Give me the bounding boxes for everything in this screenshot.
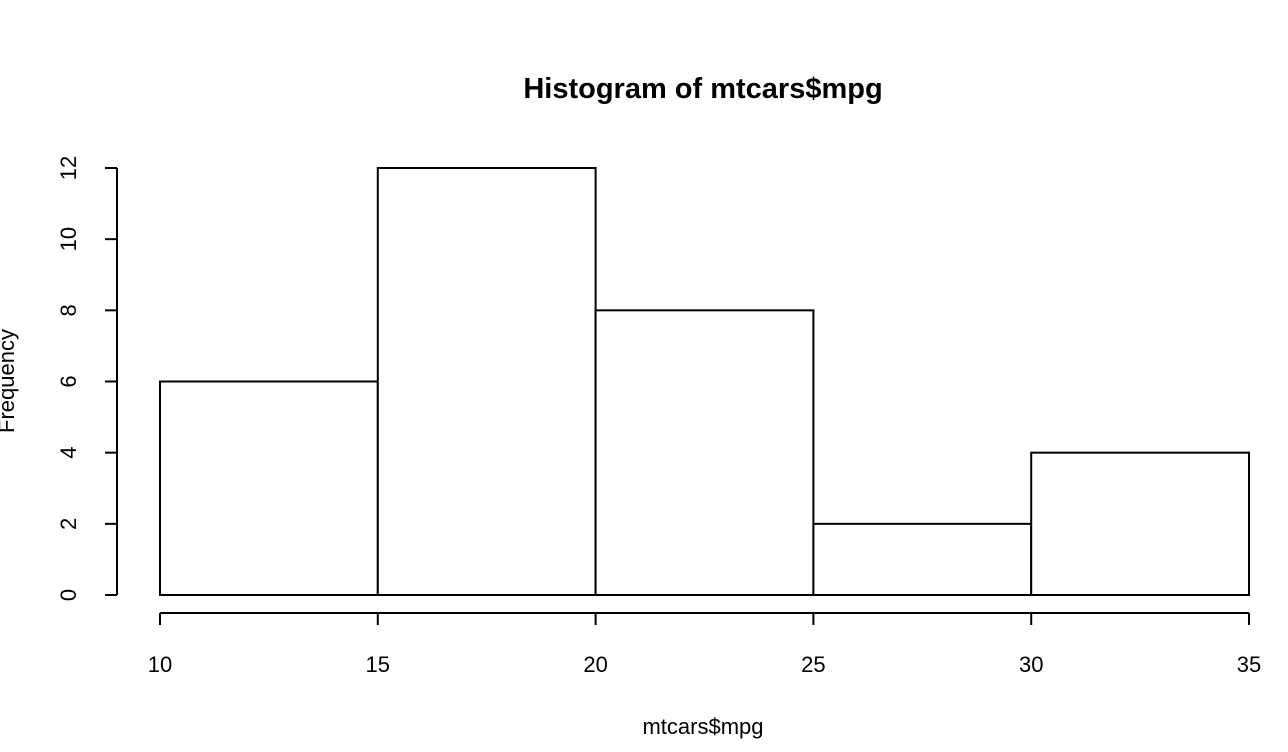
y-tick-label: 12 <box>56 156 81 180</box>
x-tick-label: 25 <box>801 652 825 677</box>
y-tick-label: 8 <box>56 304 81 316</box>
y-axis-title: Frequency <box>0 329 19 433</box>
x-tick-label: 10 <box>148 652 172 677</box>
histogram-bar <box>1030 451 1250 596</box>
x-axis: 10 15 20 25 30 35 <box>148 612 1261 677</box>
y-tick-label: 0 <box>56 589 81 601</box>
y-axis: 0 2 4 6 8 10 12 <box>56 156 118 601</box>
histogram-bar <box>812 522 1033 596</box>
x-tick-label: 30 <box>1019 652 1043 677</box>
x-tick-label: 35 <box>1237 652 1261 677</box>
bars-group <box>159 167 1250 596</box>
histogram-bar <box>594 309 815 596</box>
histogram-bar <box>376 167 597 596</box>
x-tick-label: 15 <box>366 652 390 677</box>
y-tick-label: 6 <box>56 375 81 387</box>
y-tick-label: 10 <box>56 227 81 251</box>
y-tick-label: 2 <box>56 518 81 530</box>
y-tick-label: 4 <box>56 447 81 459</box>
x-axis-title: mtcars$mpg <box>642 714 763 739</box>
histogram-bar <box>159 380 379 596</box>
chart-title: Histogram of mtcars$mpg <box>523 73 882 105</box>
x-tick-label: 20 <box>583 652 607 677</box>
